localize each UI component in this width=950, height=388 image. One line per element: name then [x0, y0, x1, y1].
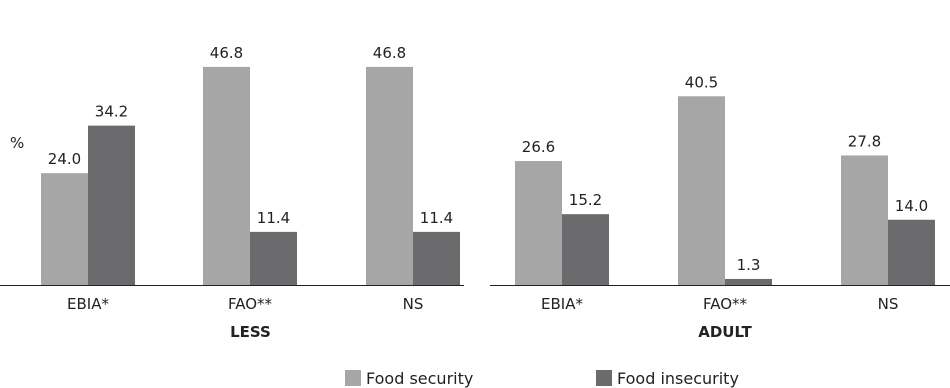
panel-less-bar-ebia-food-security	[41, 173, 88, 285]
panel-less-value-label-fao-food-insecurity: 11.4	[257, 209, 290, 227]
chart-legend: Food security Food insecurity	[345, 369, 739, 388]
panel-less-value-label-fao-food-security: 46.8	[210, 44, 243, 62]
legend-swatch-food-security	[345, 370, 361, 386]
legend-label-food-security: Food security	[366, 369, 473, 388]
panel-less-bar-ns-food-security	[366, 66, 413, 285]
panel-adult-value-label-ebia-food-insecurity: 15.2	[569, 191, 602, 209]
panel-adult-tick-label-ebia: EBIA*	[541, 295, 583, 313]
panel-less-value-label-ns-food-security: 46.8	[373, 44, 406, 62]
panel-less-value-label-ebia-food-insecurity: 34.2	[95, 103, 128, 121]
panel-less-value-label-ebia-food-security: 24.0	[48, 150, 81, 168]
panel-less-tick-label-ns: NS	[403, 295, 424, 313]
panel-adult-value-label-fao-food-security: 40.5	[685, 73, 718, 91]
panel-adult-bar-ns-food-security	[841, 155, 888, 285]
panel-adult-bar-fao-food-security	[678, 96, 725, 286]
legend-label-food-insecurity: Food insecurity	[617, 369, 739, 388]
panel-adult-group-label: ADULT	[698, 323, 752, 341]
panel-less-bar-fao-food-security	[203, 66, 250, 285]
panel-adult-bar-ebia-food-insecurity	[562, 214, 609, 285]
panel-less-bar-ns-food-insecurity	[413, 231, 460, 285]
panel-adult-tick-label-ns: NS	[878, 295, 899, 313]
panel-adult-bar-ebia-food-security	[515, 161, 562, 285]
panel-adult-value-label-ns-food-security: 27.8	[848, 132, 881, 150]
y-axis-label: %	[10, 134, 24, 152]
panel-adult-bar-ns-food-insecurity	[888, 219, 935, 285]
panel-less-bar-ebia-food-insecurity	[88, 125, 135, 286]
panel-less-value-label-ns-food-insecurity: 11.4	[420, 209, 453, 227]
chart-axes: % LESS EBIA* FAO** NS ADULT EBIA* FAO** NS	[0, 134, 950, 341]
panel-adult-value-label-fao-food-insecurity: 1.3	[737, 256, 761, 274]
panel-less-bar-fao-food-insecurity	[250, 231, 297, 285]
panel-less-group-label: LESS	[230, 323, 271, 341]
panel-adult-tick-label-fao: FAO**	[703, 295, 748, 313]
panel-adult-value-label-ebia-food-security: 26.6	[522, 138, 555, 156]
legend-swatch-food-insecurity	[596, 370, 612, 386]
panel-adult-value-label-ns-food-insecurity: 14.0	[895, 197, 928, 215]
panel-adult-bar-fao-food-insecurity	[725, 278, 772, 285]
chart-marks: 24.0 34.2 46.8 11.4 46.8 11.4 26.6 15.2 40.5 1.3 2…	[41, 44, 935, 286]
panel-less-tick-label-fao: FAO**	[228, 295, 273, 313]
panel-less-tick-label-ebia: EBIA*	[67, 295, 109, 313]
